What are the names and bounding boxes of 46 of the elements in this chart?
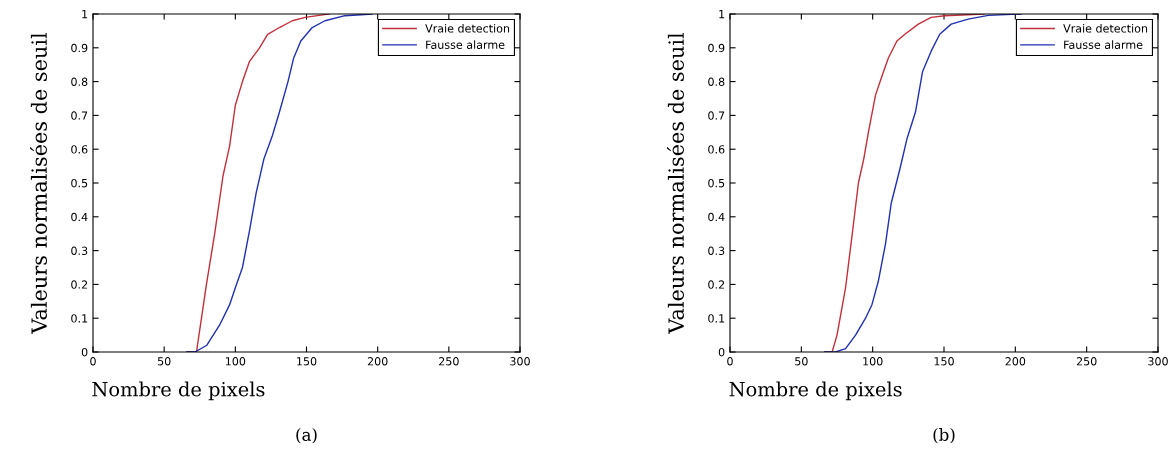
x-tick-label: 300 (1148, 357, 1168, 366)
y-tick-label: 0 (81, 347, 88, 357)
x-tick-label: 200 (367, 357, 388, 366)
y-tick-label: 0.5 (708, 178, 725, 188)
y-tick-label: 0.4 (708, 212, 725, 222)
y-tick-label: 0.1 (708, 314, 725, 323)
y-tick-label: 0.6 (708, 145, 725, 154)
y-axis-title: Valeurs normalisées de seuil (667, 32, 684, 334)
x-tick-label: 100 (225, 357, 246, 366)
y-tick-label: 0.7 (708, 111, 725, 120)
y-tick-label: 1 (82, 10, 88, 19)
y-tick-label: 0.8 (71, 77, 88, 86)
x-tick-label: 250 (1076, 357, 1097, 366)
x-axis-title: Nombre de pixels (729, 381, 902, 401)
x-tick-label: 250 (439, 357, 459, 366)
x-tick-label: 300 (510, 357, 530, 366)
y-tick-label: 0.9 (708, 43, 725, 53)
y-tick-label: 0.6 (71, 145, 88, 154)
x-tick-label: 200 (1005, 357, 1026, 366)
y-tick-label: 0.2 (708, 280, 725, 289)
y-axis-title: Valeurs normalisées de seuil (30, 32, 47, 334)
text: (a) (296, 428, 317, 444)
legend-label: Fausse alarme (426, 40, 505, 49)
y-tick-label: 0.9 (71, 43, 88, 53)
x-tick-label: 0 (90, 357, 96, 366)
x-tick-label: 100 (863, 357, 883, 366)
y-tick-label: 0.3 (71, 246, 88, 255)
x-tick-label: 0 (727, 357, 733, 366)
legend-label: Fausse alarme (1064, 40, 1143, 49)
y-tick-label: 1 (719, 10, 725, 19)
x-tick-label: 150 (934, 357, 954, 366)
y-tick-label: 0 (718, 347, 725, 357)
y-tick-label: 0.3 (708, 246, 725, 255)
text: (b) (933, 428, 955, 444)
legend-label: Vraie detection (425, 24, 510, 33)
x-tick-label: 50 (795, 357, 808, 366)
y-tick-label: 0.7 (71, 111, 88, 120)
y-tick-label: 0.8 (708, 77, 725, 86)
x-tick-label: 50 (157, 357, 171, 366)
legend-label: Vraie detection (1063, 24, 1148, 33)
y-tick-label: 0.2 (71, 280, 88, 289)
x-tick-label: 150 (297, 357, 317, 366)
y-tick-label: 0.1 (71, 314, 88, 323)
y-tick-label: 0.4 (71, 212, 88, 222)
x-axis-title: Nombre de pixels (92, 381, 265, 401)
y-tick-label: 0.5 (71, 178, 88, 188)
